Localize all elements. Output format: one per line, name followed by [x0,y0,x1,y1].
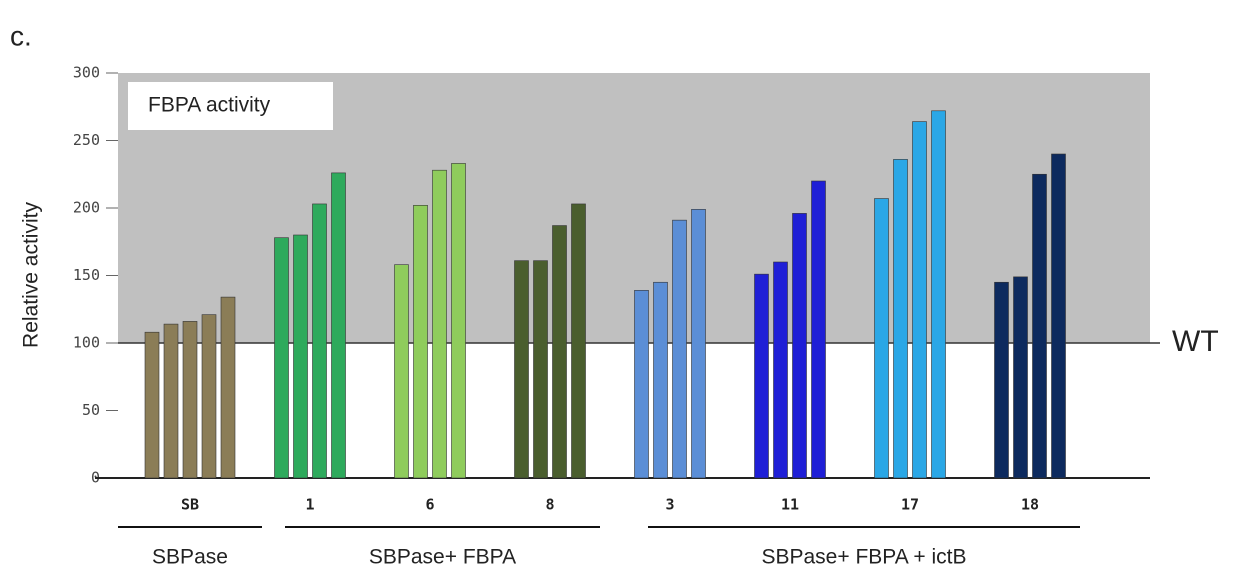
bar [220,296,236,479]
bar [394,264,409,479]
bar [514,260,529,479]
reference-label: WT [1172,325,1219,358]
y-tick-label: 150 [73,266,100,284]
group-label: 17 [901,496,919,514]
bar [331,172,346,479]
bar [912,121,927,479]
supergroup-label: SBPase+ FBPA + ictB [761,546,966,569]
y-tick-label: 100 [73,334,100,352]
bar [893,159,908,479]
bar [432,169,447,479]
bar [312,203,327,479]
bar [1032,173,1047,479]
title-box [128,82,333,130]
panel-label: c. [10,20,32,51]
bar [533,260,548,479]
bar [792,213,807,479]
bar [653,281,668,479]
y-tick-label: 300 [73,64,100,82]
supergroup-label: SBPase [152,546,228,569]
bar [571,203,586,479]
y-axis-label: Relative activity [20,202,43,348]
group-label: 1 [305,496,314,514]
bar [293,234,308,479]
bar [773,261,788,479]
bar [201,314,217,479]
supergroup-label: SBPase+ FBPA [369,546,516,569]
bar [811,180,826,479]
bar [552,225,567,479]
group-label: 18 [1021,496,1039,514]
group-label: 3 [665,496,674,514]
y-tick-label: 50 [82,401,100,419]
bar [451,163,466,479]
bar [691,209,706,479]
bar [274,237,289,479]
bar [1051,153,1066,479]
bar [672,219,687,479]
bar [754,273,769,479]
bar [144,331,160,479]
chart-title: FBPA activity [148,94,271,117]
bar [413,205,428,479]
bar [634,290,649,479]
bar [163,323,179,479]
group-label: 8 [545,496,554,514]
group-label: 11 [781,496,799,514]
y-tick-label: 250 [73,131,100,149]
y-tick-label: 200 [73,199,100,217]
bar [874,198,889,479]
bar [931,110,946,479]
bar [994,281,1009,479]
group-label: SB [181,496,199,514]
group-label: 6 [425,496,434,514]
bar [1013,276,1028,479]
bar [182,321,198,479]
